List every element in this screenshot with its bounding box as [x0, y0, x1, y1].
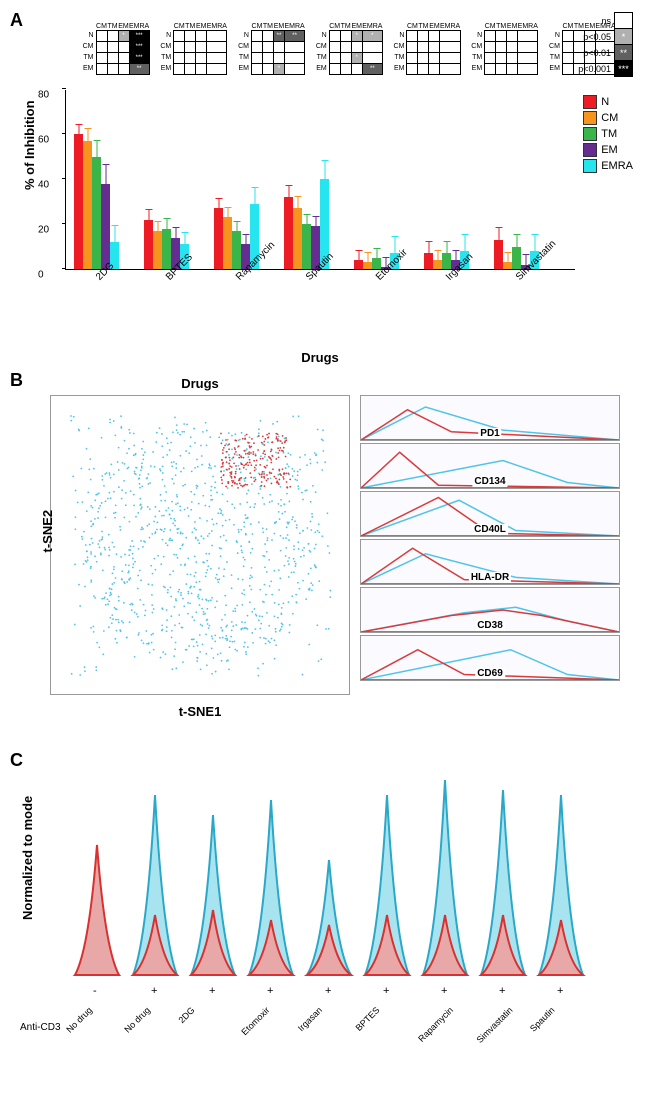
tsne-title: Drugs [181, 376, 219, 391]
histogram-CD38: CD38 [360, 587, 620, 633]
panel-b-label: B [10, 370, 23, 391]
ridge-Simvastatin [481, 775, 525, 980]
x-axis-title: Drugs [301, 350, 339, 365]
histogram-CD69: CD69 [360, 635, 620, 681]
significance-grids: CMTMEMEMRAN****CM***TM***EM**CMTMEMEMRAN… [80, 18, 616, 75]
ridge-No drug [75, 775, 119, 980]
significance-legend: nsp<0.05*p<0.01**p<0.001*** [575, 12, 634, 77]
ridge-y-label: Normalized to mode [20, 796, 35, 920]
ridge-Rapamycin [423, 775, 467, 980]
tsne-scatter: Drugs t-SNE2 t-SNE1 [50, 395, 350, 695]
anticd3-label: Anti-CD3 [20, 1022, 61, 1033]
ridge-No drug [133, 775, 177, 980]
series-legend: NCMTMEMEMRA [583, 95, 633, 175]
ridge-Spautin [539, 775, 583, 980]
tsne-x-label: t-SNE1 [179, 704, 222, 719]
tsne-y-label: t-SNE2 [40, 510, 55, 553]
bar-chart: 0204060802DGBPTESRapamycinSpautinEtomoxi… [65, 90, 575, 320]
ridge-BPTES [365, 775, 409, 980]
panel-c-label: C [10, 750, 23, 771]
ridge-chart: -No drug +No drug +2DG +Etomoxir +Irgasa… [65, 750, 625, 1010]
panel-c: C Normalized to mode Anti-CD3 -No drug +… [10, 750, 643, 1100]
histogram-CD40L: CD40L [360, 491, 620, 537]
histogram-stack: PD1 CD134 CD40L HLA-DR CD38 CD69 [360, 395, 620, 740]
panel-a: A CMTMEMEMRAN****CM***TM***EM**CMTMEMEMR… [10, 10, 643, 370]
chart-area: 0204060802DGBPTESRapamycinSpautinEtomoxi… [65, 90, 575, 270]
panel-a-label: A [10, 10, 23, 31]
histogram-CD134: CD134 [360, 443, 620, 489]
histogram-PD1: PD1 [360, 395, 620, 441]
panel-b: B Drugs t-SNE2 t-SNE1 PD1 CD134 CD40L HL… [10, 370, 643, 740]
ridge-Irgasan [307, 775, 351, 980]
tsne-svg [51, 396, 351, 696]
histogram-HLA-DR: HLA-DR [360, 539, 620, 585]
ridge-Etomoxir [249, 775, 293, 980]
ridge-2DG [191, 775, 235, 980]
y-axis-label: % of Inhibition [22, 100, 37, 190]
